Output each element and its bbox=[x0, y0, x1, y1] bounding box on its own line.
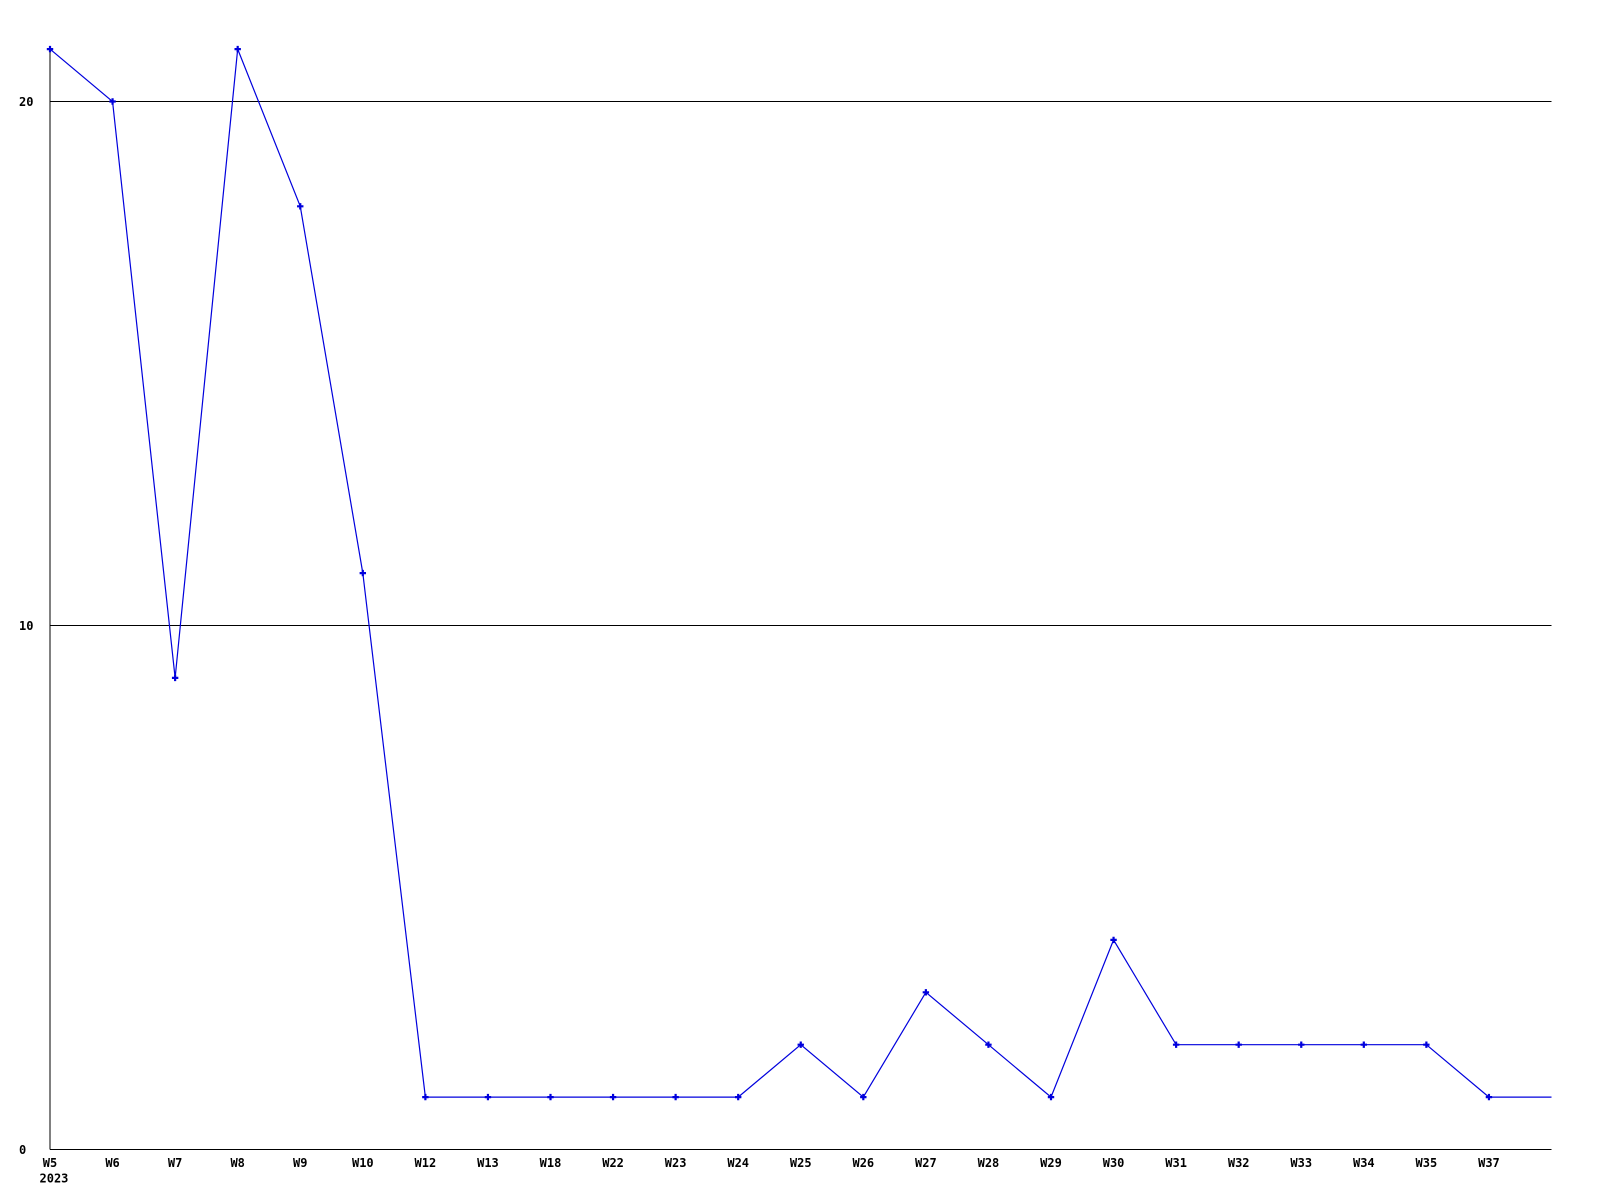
y-tick-label: 0 bbox=[19, 1143, 26, 1157]
data-point-marker bbox=[1298, 1041, 1305, 1048]
x-tick-label: W32 bbox=[1228, 1156, 1250, 1170]
x-tick-label: W31 bbox=[1165, 1156, 1187, 1170]
x-tick-label: W13 bbox=[477, 1156, 499, 1170]
data-point-marker bbox=[860, 1093, 867, 1101]
x-tick-label: W29 bbox=[1040, 1156, 1062, 1170]
data-point-marker bbox=[297, 203, 304, 210]
x-tick-label: W26 bbox=[852, 1156, 874, 1170]
data-point-marker bbox=[1423, 1041, 1430, 1048]
data-point-marker bbox=[109, 98, 116, 105]
data-point-marker bbox=[797, 1041, 804, 1048]
x-tick-label: W10 bbox=[352, 1156, 374, 1170]
data-point-marker bbox=[1110, 936, 1117, 944]
data-point-marker bbox=[171, 674, 179, 682]
x-tick-label: W28 bbox=[978, 1156, 1000, 1170]
x-axis-year-label: 2023 bbox=[40, 1172, 69, 1186]
data-point-marker bbox=[547, 1093, 554, 1101]
data-point-marker bbox=[985, 1041, 992, 1048]
data-point-marker bbox=[234, 45, 241, 53]
x-tick-label: W18 bbox=[540, 1156, 562, 1170]
data-point-marker bbox=[1485, 1093, 1493, 1101]
x-tick-label: W12 bbox=[415, 1156, 437, 1170]
x-tick-label: W34 bbox=[1353, 1156, 1375, 1170]
x-tick-label: W24 bbox=[727, 1156, 749, 1170]
x-tick-label: W35 bbox=[1416, 1156, 1438, 1170]
x-tick-label: W22 bbox=[602, 1156, 624, 1170]
x-tick-label: W9 bbox=[293, 1156, 307, 1170]
x-tick-label: W27 bbox=[915, 1156, 937, 1170]
x-tick-label: W30 bbox=[1103, 1156, 1125, 1170]
data-point-marker bbox=[609, 1093, 617, 1101]
data-point-marker bbox=[359, 569, 367, 577]
x-tick-label: W37 bbox=[1478, 1156, 1500, 1170]
data-point-marker bbox=[922, 989, 930, 996]
y-tick-label: 10 bbox=[19, 619, 33, 633]
data-point-marker bbox=[46, 45, 54, 53]
x-tick-label: W23 bbox=[665, 1156, 687, 1170]
x-tick-label: W6 bbox=[105, 1156, 119, 1170]
data-point-marker bbox=[1235, 1041, 1242, 1048]
x-tick-label: W5 bbox=[43, 1156, 57, 1170]
x-tick-label: W7 bbox=[168, 1156, 182, 1170]
data-point-marker bbox=[734, 1093, 742, 1101]
data-point-marker bbox=[1360, 1041, 1368, 1048]
data-point-marker bbox=[1047, 1093, 1055, 1101]
y-tick-label: 20 bbox=[19, 95, 33, 109]
data-line bbox=[49, 48, 1552, 1099]
x-tick-label: W33 bbox=[1290, 1156, 1312, 1170]
data-point-marker bbox=[484, 1093, 492, 1101]
data-point-marker bbox=[672, 1093, 679, 1101]
x-tick-label: W8 bbox=[230, 1156, 244, 1170]
data-point-marker bbox=[422, 1093, 429, 1101]
x-tick-label: W25 bbox=[790, 1156, 812, 1170]
data-point-marker bbox=[1172, 1041, 1180, 1048]
